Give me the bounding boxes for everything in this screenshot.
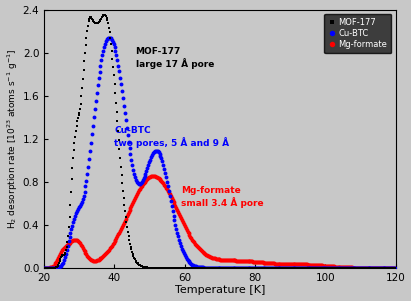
Mg-formate: [150, 174, 155, 178]
Legend: MOF-177, Cu-BTC, Mg-formate: MOF-177, Cu-BTC, Mg-formate: [324, 14, 391, 53]
Text: MOF-177
large 17 Å pore: MOF-177 large 17 Å pore: [136, 47, 214, 69]
Cu-BTC: [392, 266, 397, 270]
MOF-177: [42, 266, 47, 270]
Mg-formate: [379, 266, 384, 270]
Mg-formate: [392, 266, 397, 270]
Cu-BTC: [253, 266, 258, 270]
Line: Mg-formate: Mg-formate: [42, 174, 397, 270]
MOF-177: [102, 13, 107, 17]
MOF-177: [393, 266, 397, 270]
Text: Mg-formate
small 3.4 Å pore: Mg-formate small 3.4 Å pore: [181, 186, 264, 208]
Mg-formate: [218, 258, 223, 261]
X-axis label: Temperature [K]: Temperature [K]: [175, 285, 265, 296]
Text: Cu-BTC
two pores, 5 Å and 9 Å: Cu-BTC two pores, 5 Å and 9 Å: [115, 126, 230, 147]
Mg-formate: [163, 184, 168, 188]
Mg-formate: [253, 260, 258, 263]
MOF-177: [232, 266, 237, 270]
Cu-BTC: [129, 158, 134, 162]
Mg-formate: [42, 266, 47, 270]
Cu-BTC: [42, 266, 47, 270]
Line: MOF-177: MOF-177: [43, 13, 396, 269]
Cu-BTC: [155, 149, 160, 153]
MOF-177: [209, 266, 214, 270]
Line: Cu-BTC: Cu-BTC: [42, 36, 397, 270]
Cu-BTC: [106, 36, 111, 39]
MOF-177: [251, 266, 256, 270]
MOF-177: [385, 266, 390, 270]
Mg-formate: [128, 206, 133, 210]
MOF-177: [330, 266, 335, 270]
Y-axis label: H$_2$ desorption rate [10$^{23}$ atoms s$^{-1}$ g$^{-1}$]: H$_2$ desorption rate [10$^{23}$ atoms s…: [6, 48, 20, 229]
Mg-formate: [155, 176, 160, 179]
Cu-BTC: [163, 171, 168, 175]
MOF-177: [211, 266, 216, 270]
Cu-BTC: [218, 266, 223, 270]
Cu-BTC: [379, 266, 384, 270]
